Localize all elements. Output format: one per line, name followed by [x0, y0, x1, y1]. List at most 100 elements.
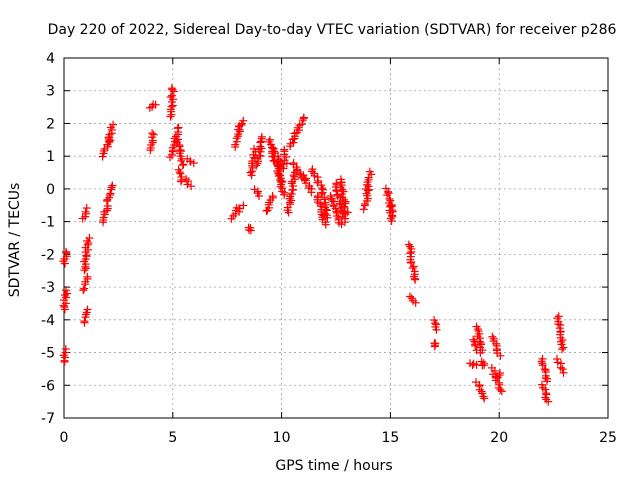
data-point: [473, 325, 482, 334]
data-point: [365, 185, 374, 194]
data-point: [365, 167, 374, 176]
data-point: [405, 292, 414, 301]
data-point: [109, 120, 118, 129]
data-point: [432, 325, 441, 334]
axis-ticks: 0 5 10 15 20 25 -7 -6 -5 -4 -3 -2 -1 0 1 2 3 4: [41, 51, 617, 446]
data-point: [80, 317, 89, 326]
data-point: [182, 175, 191, 184]
data-point: [289, 138, 298, 147]
data-point: [544, 397, 553, 406]
data-point: [323, 213, 332, 222]
data-point: [541, 373, 550, 382]
data-point: [257, 144, 266, 153]
data-point: [559, 343, 568, 352]
data-point: [388, 212, 397, 221]
data-point: [496, 351, 505, 360]
data-point: [552, 354, 561, 363]
data-point: [490, 366, 499, 375]
y-tick-label: -5: [41, 346, 55, 362]
data-point: [167, 150, 176, 159]
data-point: [103, 195, 112, 204]
data-point: [537, 357, 546, 366]
data-point: [298, 120, 307, 129]
data-point: [170, 134, 179, 143]
data-point: [556, 363, 565, 372]
x-tick-label: 15: [381, 430, 399, 446]
data-point: [387, 216, 396, 225]
data-point: [149, 130, 158, 139]
x-tick-label: 25: [599, 430, 617, 446]
data-point: [538, 361, 547, 370]
data-point: [183, 180, 192, 189]
data-point: [80, 266, 89, 275]
data-point: [488, 332, 497, 341]
data-point: [307, 188, 316, 197]
y-tick-label: -6: [41, 378, 55, 394]
data-point: [81, 207, 90, 216]
data-point: [85, 233, 94, 242]
data-point: [239, 201, 248, 210]
data-point: [384, 189, 393, 198]
data-point: [61, 286, 70, 295]
data-point: [173, 124, 182, 133]
data-point: [542, 377, 551, 386]
data-point: [252, 161, 261, 170]
data-point: [184, 177, 193, 186]
y-tick-label: -7: [41, 411, 55, 427]
data-point: [246, 168, 255, 177]
data-point: [79, 286, 88, 295]
data-point: [280, 190, 289, 199]
x-axis-label: GPS time / hours: [275, 458, 392, 474]
data-point: [553, 314, 562, 323]
data-point: [314, 176, 323, 185]
data-point: [166, 112, 175, 121]
data-point: [341, 210, 350, 219]
data-point: [430, 342, 439, 351]
chart-title: Day 220 of 2022, Sidereal Day-to-day VTE…: [48, 22, 617, 38]
data-point: [166, 93, 175, 102]
data-point: [148, 136, 157, 145]
data-point: [80, 284, 89, 293]
data-points: [59, 84, 568, 406]
data-point: [274, 172, 283, 181]
data-point: [83, 240, 92, 249]
y-axis-label: SDTVAR / TECUs: [7, 183, 23, 298]
data-point: [175, 142, 184, 151]
data-point: [61, 344, 70, 353]
data-point: [359, 205, 368, 214]
data-point: [476, 348, 485, 357]
y-tick-label: 2: [46, 116, 55, 132]
data-point: [250, 144, 259, 153]
x-tick-label: 10: [273, 430, 291, 446]
data-point: [167, 84, 176, 93]
data-point: [63, 289, 72, 298]
data-point: [81, 310, 90, 319]
data-point: [479, 392, 488, 401]
data-point: [339, 202, 348, 211]
data-point: [174, 135, 183, 144]
data-point: [175, 168, 184, 177]
data-point: [559, 368, 568, 377]
data-point: [300, 175, 309, 184]
data-point: [497, 387, 506, 396]
data-point: [480, 394, 489, 403]
data-point: [321, 205, 330, 214]
data-point: [265, 135, 274, 144]
data-point: [295, 169, 304, 178]
data-point: [187, 182, 196, 191]
data-point: [255, 192, 264, 201]
y-tick-label: -1: [41, 215, 55, 231]
data-point: [321, 220, 330, 229]
x-tick-label: 20: [490, 430, 508, 446]
data-point: [471, 341, 480, 350]
data-point: [282, 159, 291, 168]
data-point: [496, 385, 505, 394]
plot-frame: [63, 57, 609, 419]
data-point: [106, 189, 115, 198]
data-point: [409, 262, 418, 271]
data-point: [384, 187, 393, 196]
data-point: [189, 159, 198, 168]
data-point: [102, 206, 111, 215]
data-point: [82, 204, 91, 213]
